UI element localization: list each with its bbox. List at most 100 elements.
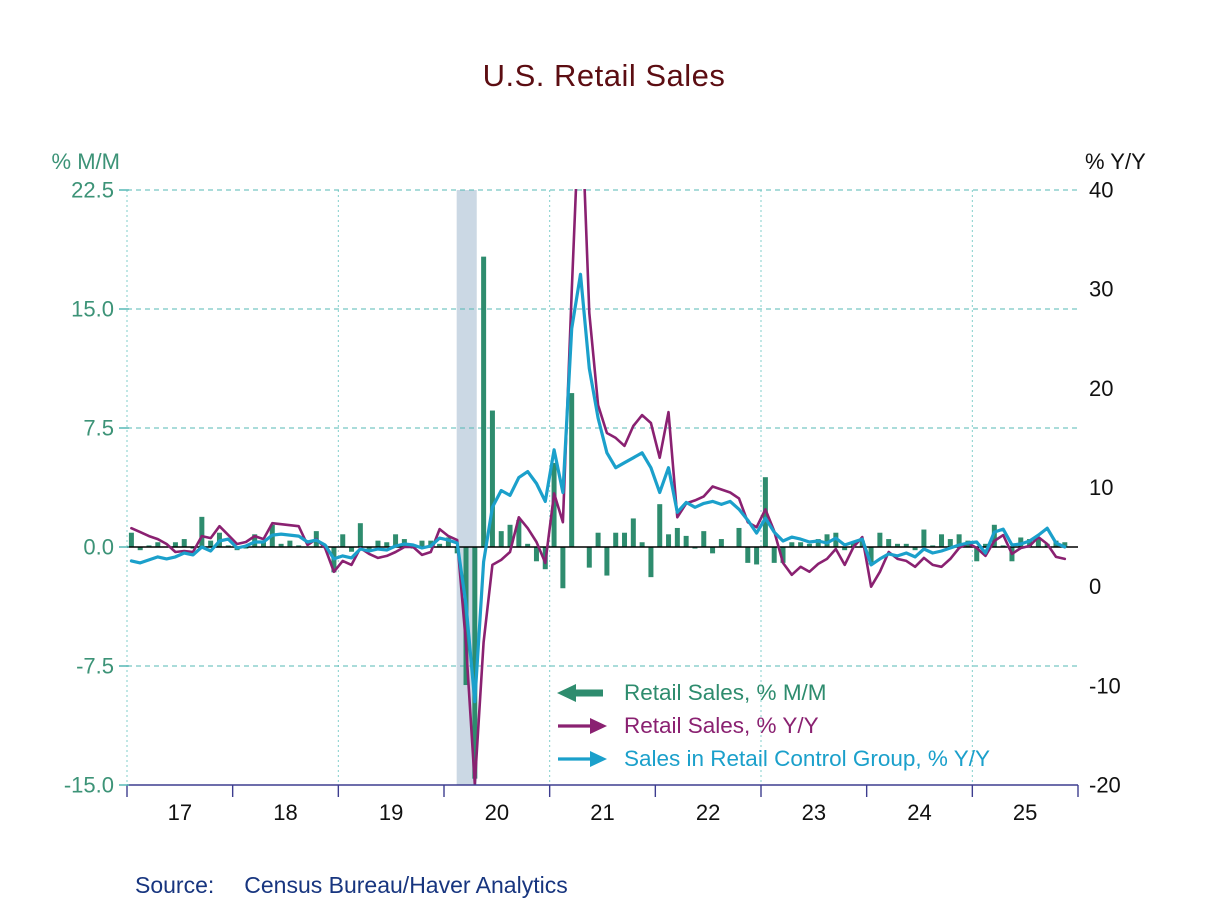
bar [437, 543, 443, 547]
bar [894, 543, 900, 547]
bar [789, 542, 795, 547]
right-tick-label: -20 [1089, 773, 1121, 798]
legend-label-retail-yy: Retail Sales, % Y/Y [624, 712, 819, 738]
bar [1018, 537, 1024, 547]
bar [507, 524, 513, 547]
right-tick-label: 10 [1089, 475, 1113, 500]
bar [1062, 542, 1068, 547]
left-tick-label: 15.0 [71, 297, 114, 322]
bar [613, 532, 619, 547]
bar [1035, 537, 1041, 547]
x-tick-label: 21 [590, 800, 614, 825]
x-tick-label: 25 [1013, 800, 1037, 825]
bar [868, 547, 874, 565]
source-note: Source: Census Bureau/Haver Analytics [135, 872, 568, 899]
bar [128, 532, 134, 547]
right-tick-label: -10 [1089, 673, 1121, 698]
bar [181, 539, 187, 547]
bar [384, 542, 390, 547]
bar [842, 547, 848, 551]
left-tick-label: 22.5 [71, 178, 114, 203]
gridlines [126, 189, 1078, 785]
bar [771, 547, 777, 563]
bar [939, 534, 945, 547]
left-tick-label: 0.0 [83, 535, 114, 560]
bar [630, 518, 636, 547]
bar [357, 523, 363, 547]
bar [639, 542, 645, 547]
bar [533, 547, 539, 562]
bar [648, 547, 654, 578]
bar [481, 256, 487, 547]
bar [657, 504, 663, 547]
source-text: Census Bureau/Haver Analytics [244, 872, 568, 898]
x-tick-label: 23 [802, 800, 826, 825]
x-tick-label: 18 [273, 800, 297, 825]
bar [172, 542, 178, 547]
bar [815, 539, 821, 547]
bar [921, 529, 927, 547]
right-tick-label: 30 [1089, 277, 1113, 302]
legend-item-retail-yy: Retail Sales, % Y/Y [556, 713, 990, 738]
bar [850, 542, 856, 547]
x-tick-label: 19 [379, 800, 403, 825]
bar [516, 520, 522, 547]
bar [912, 547, 918, 551]
bar [393, 534, 399, 547]
bar [560, 547, 566, 589]
bar [199, 516, 205, 547]
bar [824, 534, 830, 547]
bar [551, 462, 557, 547]
right-arrow-icon [558, 717, 607, 734]
bar [666, 534, 672, 547]
legend-label-control-yy: Sales in Retail Control Group, % Y/Y [624, 745, 991, 771]
bar [445, 537, 451, 547]
bar [736, 527, 742, 547]
bar [155, 542, 161, 547]
x-tick-label: 24 [907, 800, 931, 825]
bar [349, 547, 355, 552]
bar [956, 534, 962, 547]
bar [428, 540, 434, 547]
left-tick-label: 7.5 [83, 416, 114, 441]
left-tick-label: -15.0 [64, 773, 114, 798]
x-axis: 17 18 19 20 21 22 23 24 25 [126, 784, 1079, 825]
y-axis-left: 22.5 15.0 7.5 0.0 -7.5 -15.0 [64, 178, 129, 798]
bar [683, 535, 689, 547]
bar [903, 543, 909, 547]
bar [569, 393, 575, 547]
recession-band [456, 190, 477, 785]
bar [710, 547, 716, 554]
bar [260, 540, 266, 547]
right-axis-unit-label: % Y/Y [1085, 149, 1146, 174]
right-tick-label: 20 [1089, 376, 1113, 401]
bar [340, 534, 346, 547]
bar [595, 532, 601, 547]
x-tick-label: 22 [696, 800, 720, 825]
right-tick-label: 0 [1089, 574, 1101, 599]
bar [472, 547, 478, 779]
bar [886, 539, 892, 547]
bar [701, 531, 707, 547]
left-axis-unit-label: % M/M [51, 149, 120, 174]
y-axis-right: 40 30 20 10 0 -10 -20 [1089, 178, 1121, 798]
bar [208, 540, 214, 547]
bar [877, 532, 883, 547]
bar [489, 410, 495, 547]
bar [375, 540, 381, 547]
bar [498, 531, 504, 547]
bar [754, 547, 760, 565]
bar [718, 539, 724, 547]
left-tick-label: -7.5 [76, 654, 114, 679]
legend: Retail Sales, % M/M Retail Sales, % Y/Y … [556, 680, 990, 779]
line-series-control-group-yy [129, 272, 1067, 704]
bar [947, 539, 953, 547]
legend-item-control-yy: Sales in Retail Control Group, % Y/Y [556, 746, 990, 771]
bar [622, 532, 628, 547]
bar [745, 547, 751, 563]
left-arrow-icon [557, 683, 603, 702]
bar [604, 547, 610, 576]
bar [419, 540, 425, 547]
